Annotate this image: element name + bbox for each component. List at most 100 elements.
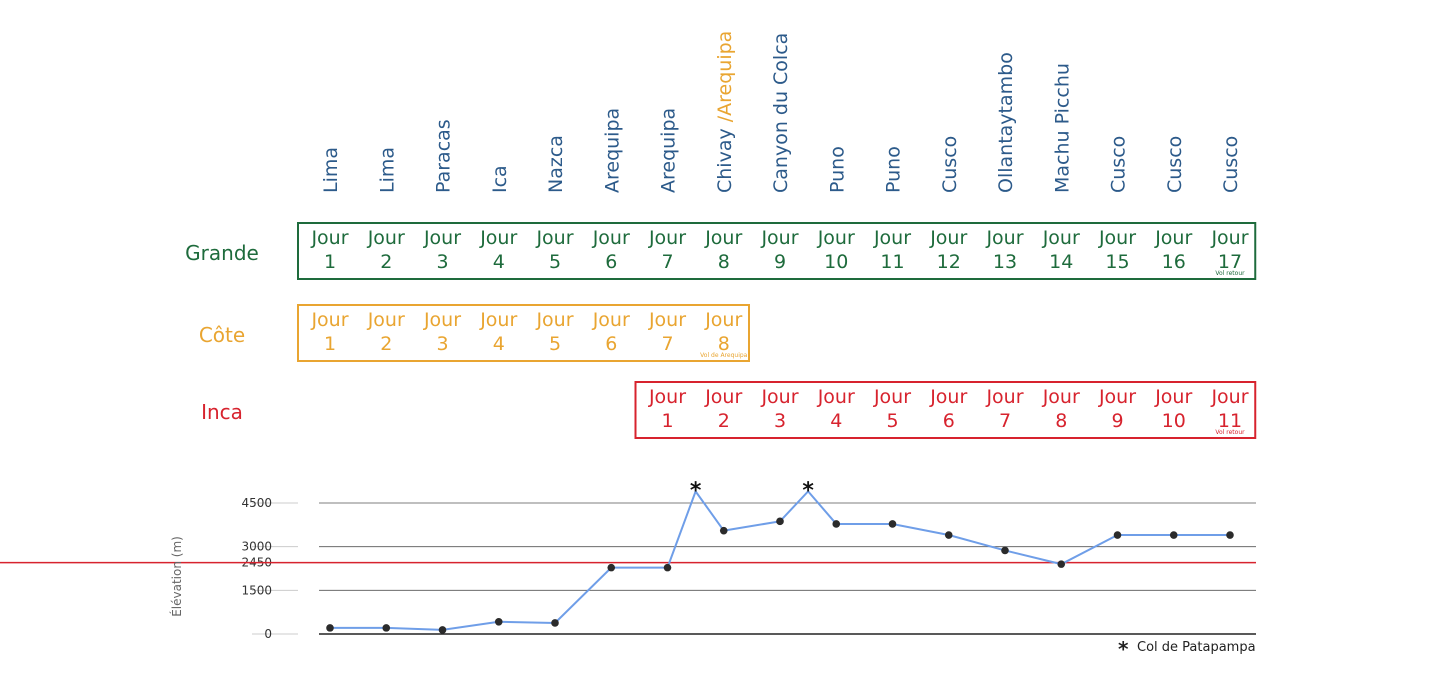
- place-label-text: Machu Picchu: [1051, 63, 1073, 193]
- day-word: Jour: [929, 227, 967, 249]
- place-labels: Lima Lima Paracas Ica Nazca Arequipa Arequipa C…: [320, 31, 1242, 193]
- day-word: Jour: [1154, 227, 1192, 249]
- day-word: Jour: [535, 227, 573, 249]
- day-word: Jour: [1098, 386, 1136, 408]
- day-word: Jour: [1210, 386, 1248, 408]
- day-number: 2: [718, 410, 730, 432]
- day-word: Jour: [704, 227, 742, 249]
- place-label-text: Cusco: [1220, 136, 1242, 193]
- day-number: 5: [549, 251, 561, 273]
- data-point: [944, 531, 953, 539]
- day-number: 3: [436, 251, 448, 273]
- pass-annotation: *: [802, 478, 814, 503]
- day-word: Jour: [873, 386, 911, 408]
- place-label-text: Canyon du Colca: [770, 33, 792, 193]
- series-line: [330, 489, 1230, 631]
- place-label: Nazca: [545, 135, 567, 193]
- place-label-accent: /Arequipa: [714, 31, 736, 129]
- place-label: Arequipa: [658, 108, 680, 193]
- place-label: Puno: [883, 146, 905, 193]
- day-word: Jour: [704, 386, 742, 408]
- day-word: Jour: [1042, 386, 1080, 408]
- data-point: [438, 626, 447, 634]
- legend-text: Col de Patapampa: [1137, 640, 1256, 655]
- day-word: Jour: [873, 227, 911, 249]
- day-number: 5: [886, 410, 898, 432]
- data-point: [1113, 531, 1122, 539]
- data-point: [1226, 531, 1234, 539]
- day-number: 17: [1218, 251, 1242, 273]
- itinerary-row: IncaJour1Jour2Jour3Jour4Jour5Jour6Jour7J…: [201, 381, 1257, 439]
- day-number: 8: [1055, 410, 1067, 432]
- data-point: [1001, 546, 1009, 555]
- y-tick-label: 1500: [241, 583, 272, 597]
- place-label: Lima: [376, 147, 398, 193]
- data-point: [888, 520, 897, 528]
- legend-asterisk: *: [1118, 637, 1129, 661]
- data-point: [494, 617, 503, 626]
- day-word: Jour: [310, 227, 348, 249]
- place-label-text: Puno: [883, 146, 905, 193]
- day-word: Jour: [479, 309, 517, 331]
- day-word: Jour: [1098, 227, 1136, 249]
- itinerary-row: CôteJour1Jour2Jour3Jour4Jour5Jour6Jour7J…: [199, 304, 750, 362]
- itinerary-name: Inca: [201, 400, 243, 424]
- day-word: Jour: [1042, 227, 1080, 249]
- day-number: 4: [493, 251, 505, 273]
- itinerary-name: Grande: [185, 241, 259, 265]
- data-point: [663, 563, 672, 572]
- day-number: 14: [1049, 251, 1073, 273]
- place-label-text: Lima: [320, 147, 342, 193]
- day-number: 12: [937, 251, 961, 273]
- day-number: 6: [605, 333, 617, 355]
- pass-annotation: *: [690, 478, 702, 503]
- itinerary-box: [297, 304, 750, 362]
- day-number: 7: [661, 333, 673, 355]
- day-word: Jour: [985, 386, 1023, 408]
- itinerary-box: [297, 222, 1257, 280]
- place-label-text: Arequipa: [601, 108, 623, 193]
- day-word: Jour: [423, 309, 461, 331]
- place-label: Chivay /Arequipa: [714, 31, 736, 193]
- day-number: 2: [380, 333, 392, 355]
- day-word: Jour: [704, 309, 742, 331]
- day-word: Jour: [1210, 227, 1248, 249]
- day-word: Jour: [817, 386, 855, 408]
- place-label-text: Nazca: [545, 135, 567, 193]
- day-word: Jour: [648, 309, 686, 331]
- day-word: Jour: [817, 227, 855, 249]
- day-number: 16: [1162, 251, 1186, 273]
- day-number: 10: [1162, 410, 1186, 432]
- day-number: 11: [880, 251, 904, 273]
- place-label: Paracas: [433, 119, 455, 193]
- place-label-text: Cusco: [1108, 136, 1130, 193]
- place-label-text: Arequipa: [658, 108, 680, 193]
- place-label-text: Lima: [376, 147, 398, 193]
- day-word: Jour: [929, 386, 967, 408]
- day-number: 8: [718, 251, 730, 273]
- day-number: 11: [1218, 410, 1242, 432]
- day-number: 1: [661, 410, 673, 432]
- chart-legend: * Col de Patapampa: [1118, 637, 1256, 661]
- data-point: [551, 619, 559, 627]
- day-number: 4: [830, 410, 842, 432]
- day-word: Jour: [592, 227, 630, 249]
- data-point: [776, 517, 784, 526]
- day-number: 6: [605, 251, 617, 273]
- day-number: 3: [436, 333, 448, 355]
- data-point: [719, 526, 728, 535]
- itinerary-row: GrandeJour1Jour2Jour3Jour4Jour5Jour6Jour…: [185, 222, 1257, 280]
- day-word: Jour: [760, 386, 798, 408]
- day-word: Jour: [535, 309, 573, 331]
- day-word: Jour: [423, 227, 461, 249]
- place-label-text: Ollantaytambo: [995, 52, 1017, 193]
- itinerary-note: Vol retour: [1215, 270, 1245, 277]
- place-label: Machu Picchu: [1051, 63, 1073, 193]
- place-label-text: Ica: [489, 165, 511, 193]
- itinerary-note: Vol de Arequipa: [700, 352, 748, 359]
- place-label: Ica: [489, 165, 511, 193]
- place-label: Arequipa: [601, 108, 623, 193]
- place-label: Cusco: [1220, 136, 1242, 193]
